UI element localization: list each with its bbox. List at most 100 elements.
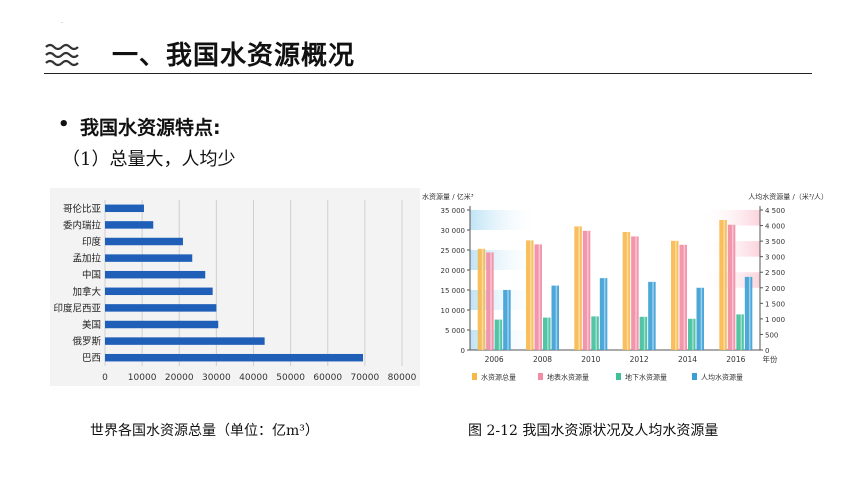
bar (688, 318, 696, 350)
bar (574, 226, 582, 350)
bar-highlight (595, 316, 597, 350)
bar (696, 287, 704, 350)
y-category-label: 中国 (82, 269, 101, 281)
bar (599, 278, 608, 350)
y-category-label: 孟加拉 (72, 253, 101, 265)
bar (736, 314, 744, 350)
bar (551, 285, 559, 350)
bar-highlight (723, 220, 725, 350)
bar (622, 232, 631, 350)
x-tick-label: 2012 (630, 355, 649, 364)
y-tick-label-left: 35 000 (441, 207, 466, 215)
band-left (470, 210, 540, 230)
y-tick-label-left: 10 000 (441, 307, 466, 315)
bar (105, 237, 183, 246)
china-water-chart: 0 5 000 10 000 15 000 20 000 25 000 30 000 35 0… (422, 192, 828, 382)
sub-point-text: （1）总量大，人均少 (62, 149, 236, 170)
y-tick-label-left: 20 000 (441, 267, 466, 275)
y-tick-label-right: 1 500 (765, 300, 785, 308)
y-tick-label-right: 1 000 (765, 316, 785, 324)
bar-highlight (530, 240, 532, 350)
bar-highlight (578, 226, 580, 350)
bar-highlight (555, 285, 558, 350)
legend-label: 人均水资源量 (701, 373, 743, 382)
bar (648, 281, 656, 350)
bar-highlight (481, 248, 484, 350)
x-tick-label: 10000 (128, 373, 157, 383)
legend-label: 地表水资源量 (547, 373, 589, 382)
legend-label: 地下水资源量 (625, 373, 667, 382)
bar (494, 319, 503, 350)
y-axis-label-left: 水资源量 / 亿米³ (422, 192, 474, 201)
bar-highlight (626, 232, 629, 350)
y-category-label: 哥伦比亚 (63, 203, 102, 215)
bar-highlight (692, 318, 694, 350)
y-category-label: 加拿大 (72, 286, 101, 298)
section-heading: 我国水资源特点: (80, 117, 221, 139)
bar (105, 204, 144, 213)
y-tick-label-right: 3 000 (765, 254, 785, 262)
y-axis-label-right: 人均水资源量 /（米³/人） (748, 192, 828, 201)
bar-highlight (507, 289, 509, 350)
bar-highlight (547, 317, 549, 350)
y-tick-label-right: 2 000 (765, 285, 785, 293)
y-category-label: 俄罗斯 (72, 336, 101, 348)
world-water-chart: 0 10000 20000 30000 40000 50000 60000 70000 8000… (50, 188, 420, 386)
bar (503, 289, 511, 350)
bar (679, 244, 687, 350)
x-tick-label: 2010 (581, 355, 600, 364)
bar (105, 270, 206, 279)
chart-caption-right: 图 2-12 我国水资源状况及人均水资源量 (468, 423, 719, 439)
x-tick-label: 70000 (351, 373, 380, 383)
bullet-marker: • (58, 114, 70, 135)
bar (744, 276, 753, 350)
x-tick-label: 60000 (313, 373, 342, 383)
band-right (700, 210, 760, 226)
bar (534, 244, 542, 350)
bar (105, 337, 265, 345)
y-tick-label-left: 0 (461, 347, 465, 355)
decor-dot: · (61, 20, 63, 27)
bar (639, 316, 648, 350)
bar (477, 248, 486, 350)
bar-highlight (740, 314, 742, 350)
y-tick-label-right: 0 (765, 347, 769, 355)
x-tick-label: 80000 (388, 373, 417, 383)
y-tick-label-left: 5 000 (445, 327, 465, 335)
y-tick-label-left: 15 000 (441, 287, 466, 295)
x-tick-label: 30000 (202, 373, 231, 383)
bar-highlight (652, 281, 654, 350)
y-tick-label-right: 500 (765, 331, 778, 339)
legend-label: 水资源总量 (481, 373, 516, 382)
x-tick-label: 2014 (678, 355, 697, 364)
x-tick-label: 40000 (239, 373, 268, 383)
bar (105, 287, 213, 296)
bar-highlight (498, 319, 501, 350)
bar (727, 224, 736, 350)
bar-highlight (683, 244, 686, 350)
bar (105, 304, 217, 312)
bar (526, 240, 534, 350)
page-title: 一、我国水资源概况 (112, 41, 356, 71)
y-tick-label-left: 30 000 (441, 227, 466, 235)
bar (591, 316, 599, 350)
bar (105, 254, 193, 262)
bar-highlight (675, 240, 677, 350)
title-divider (44, 73, 812, 74)
bar (105, 320, 219, 329)
bar-highlight (586, 230, 589, 350)
chart-background (50, 188, 420, 386)
bar-highlight (748, 276, 751, 350)
y-tick-label-left: 25 000 (441, 247, 466, 255)
x-tick-label: 0 (102, 373, 108, 383)
bar-highlight (643, 316, 646, 350)
legend-swatch (692, 373, 697, 380)
bar (105, 353, 364, 362)
bar (631, 236, 639, 350)
waves-icon (45, 43, 79, 67)
x-tick-label: 2016 (726, 355, 745, 364)
bar (582, 230, 591, 350)
bar-highlight (603, 278, 606, 350)
x-tick-label: 50000 (276, 373, 305, 383)
y-tick-label-right: 3 500 (765, 238, 785, 246)
